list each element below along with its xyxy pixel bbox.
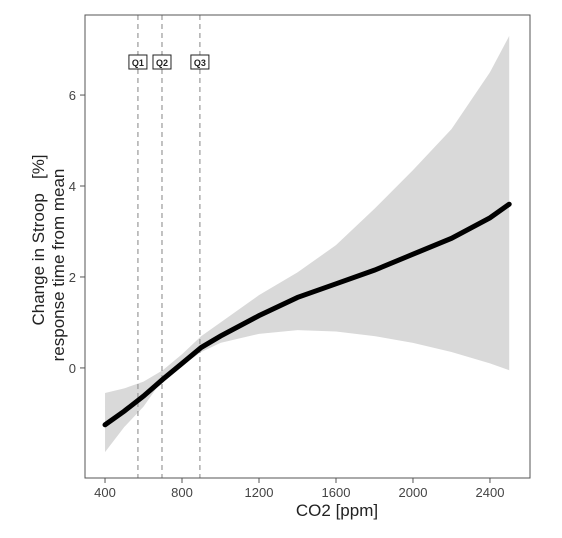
quartile-label: Q2 — [156, 58, 168, 68]
quartile-label: Q1 — [132, 58, 144, 68]
y-axis-label: response time from mean — [49, 169, 68, 362]
x-axis-label: CO2 [ppm] — [296, 501, 378, 520]
y-axis-label: Change in Stroop [%] — [29, 154, 48, 325]
quartile-label-box — [128, 54, 148, 70]
quartile-label: Q3 — [194, 58, 206, 68]
y-tick-label: 2 — [69, 270, 76, 285]
x-tick-label: 1200 — [245, 485, 274, 500]
fit-line — [102, 201, 512, 428]
quartile-label-box — [190, 54, 210, 70]
quartile-label-box — [152, 54, 172, 70]
x-tick-label: 1600 — [322, 485, 351, 500]
confidence-band — [105, 35, 510, 453]
x-tick-label: 400 — [94, 485, 116, 500]
x-tick-label: 2400 — [476, 485, 505, 500]
plot-border — [84, 14, 531, 479]
y-tick-label: 6 — [69, 88, 76, 103]
x-tick-label: 800 — [171, 485, 193, 500]
y-tick-label: 4 — [69, 179, 76, 194]
y-tick-label: 0 — [69, 361, 76, 376]
x-tick-label: 2000 — [399, 485, 428, 500]
